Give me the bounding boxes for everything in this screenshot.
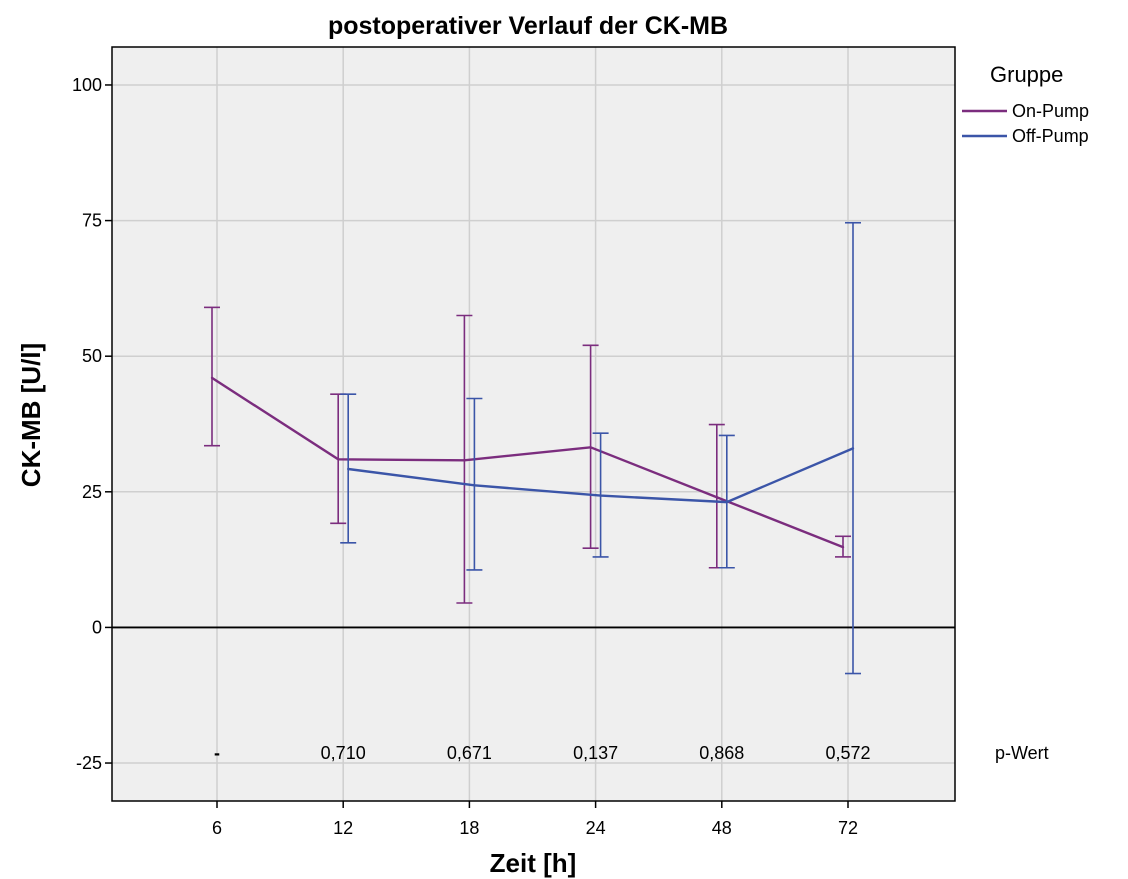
- chart-title: postoperativer Verlauf der CK-MB: [328, 12, 728, 40]
- plot-frame: [111, 46, 956, 802]
- series-line: [211, 376, 844, 549]
- legend-title: Gruppe: [990, 62, 1063, 87]
- p-value: 0,572: [825, 743, 870, 763]
- p-value: 0,710: [321, 743, 366, 763]
- p-value: 0,671: [447, 743, 492, 763]
- data-point: [210, 376, 214, 380]
- x-tick-label: 18: [459, 818, 479, 838]
- data-point: [841, 545, 845, 549]
- y-axis-title: CK-MB [U/l]: [16, 343, 46, 487]
- y-tick-label: 25: [82, 482, 102, 502]
- data-point: [463, 459, 466, 462]
- data-point: [851, 447, 855, 450]
- x-tick-label: 12: [333, 818, 353, 838]
- y-tick-label: 50: [82, 346, 102, 366]
- legend-label: Off-Pump: [1012, 126, 1089, 146]
- p-value: 0,137: [573, 743, 618, 763]
- data-point: [715, 496, 718, 499]
- x-tick-label: 6: [212, 818, 222, 838]
- y-tick-label: 75: [82, 211, 102, 231]
- x-tick-label: 24: [586, 818, 606, 838]
- x-tick-label: 48: [712, 818, 732, 838]
- data-point: [473, 484, 476, 487]
- y-tick-label: 100: [72, 75, 102, 95]
- p-value-label: p-Wert: [995, 743, 1049, 763]
- legend-label: On-Pump: [1012, 101, 1089, 121]
- data-point: [725, 500, 728, 504]
- legend: Gruppe On-Pump Off-Pump: [962, 62, 1089, 146]
- y-tick-label: -25: [76, 753, 102, 773]
- data-point: [589, 446, 592, 449]
- y-tick-label: 0: [92, 617, 102, 637]
- plot-area: -25 0 25 50 75 100 6 12 18 24 48 72 - 0,710 0,671 0,137…: [72, 46, 956, 838]
- data-point: [337, 458, 340, 461]
- p-value: 0,868: [699, 743, 744, 763]
- plot-background: [112, 47, 955, 801]
- series-off-pump: [340, 221, 861, 675]
- x-tick-label: 72: [838, 818, 858, 838]
- x-axis-title: Zeit [h]: [490, 848, 577, 878]
- p-value: -: [214, 743, 220, 763]
- series-on-pump: [204, 306, 851, 604]
- data-point: [347, 467, 350, 471]
- data-point: [599, 494, 602, 497]
